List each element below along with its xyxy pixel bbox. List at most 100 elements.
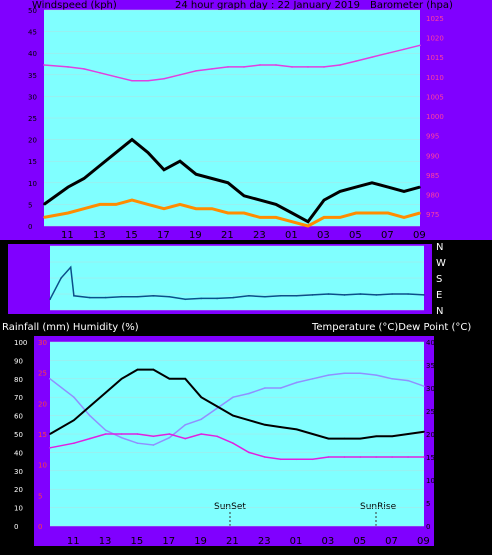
series-point <box>359 456 362 458</box>
y-tick-wind: 30 <box>28 93 37 101</box>
series-point <box>375 435 378 438</box>
series-point <box>184 437 187 440</box>
series-point <box>359 293 362 295</box>
series-point <box>391 456 393 458</box>
series-point <box>339 64 341 66</box>
x-tick-label: 01 <box>290 536 303 547</box>
y-tick-temp: 40 <box>426 339 435 347</box>
series-point <box>279 458 282 461</box>
series-point <box>136 442 139 445</box>
x-tick-label: 05 <box>353 536 366 547</box>
series-point <box>275 216 277 219</box>
series-point <box>83 207 85 210</box>
x-tick-label: 13 <box>99 536 112 547</box>
x-tick-label: 15 <box>131 536 144 547</box>
y-tick-humidity: 80 <box>14 376 23 384</box>
x-tick-label: 07 <box>385 536 398 547</box>
series-point <box>323 216 325 219</box>
y-tick-humidity: 70 <box>14 394 23 402</box>
header-title: 24 hour graph day : 22 January 2019 <box>175 0 360 11</box>
y-tick-humidity: 90 <box>14 357 23 365</box>
series-point <box>291 220 293 223</box>
series-line <box>49 265 425 301</box>
series-point <box>232 442 234 445</box>
label-rain-humidity: Rainfall (mm) Humidity (%) <box>2 322 139 333</box>
series-point <box>184 424 187 426</box>
y-tick-wind: 5 <box>28 201 32 209</box>
y-tick-wind: 15 <box>28 158 37 166</box>
series-point <box>391 435 393 438</box>
y-tick-temp: 25 <box>426 408 435 416</box>
series-point <box>279 426 282 428</box>
x-tick-label: 21 <box>221 230 234 241</box>
series-point <box>67 212 69 214</box>
series-point <box>60 277 62 279</box>
x-tick-label: 15 <box>125 230 138 241</box>
series-point <box>195 207 197 210</box>
series-point <box>279 294 282 297</box>
series-point <box>216 407 218 410</box>
series-point <box>423 430 425 433</box>
series-point <box>163 207 165 210</box>
series-point <box>43 64 45 66</box>
series-point <box>136 433 139 435</box>
y-tick-temp: 15 <box>426 454 435 462</box>
series-point <box>147 151 149 154</box>
series-point <box>163 169 165 171</box>
x-tick-label: 09 <box>413 230 426 241</box>
series-point <box>200 297 202 300</box>
series-point <box>147 203 149 206</box>
series-point <box>120 378 123 380</box>
series-point <box>407 379 409 382</box>
series-point <box>120 295 123 298</box>
series-point <box>407 456 409 458</box>
series-point <box>375 374 378 376</box>
y-tick-wind: 50 <box>28 7 37 15</box>
series-point <box>371 56 373 58</box>
sunrise-label: SunRise <box>360 502 397 512</box>
x-tick-label: 03 <box>317 230 330 241</box>
series-point <box>152 444 155 446</box>
series-point <box>104 296 107 299</box>
x-tick-label: 21 <box>226 536 239 547</box>
series-point <box>355 60 357 62</box>
series-point <box>73 294 75 297</box>
y-tick-temp: 30 <box>426 385 435 393</box>
y-tick-baro: 1015 <box>426 54 444 62</box>
series-point <box>131 79 133 82</box>
direction-tick: S <box>436 274 442 285</box>
series-point <box>275 203 277 206</box>
y-tick-wind: 0 <box>28 223 32 231</box>
x-tick-label: 17 <box>157 230 170 241</box>
series-point <box>73 442 75 445</box>
direction-tick: N <box>436 242 443 253</box>
y-tick-baro: 990 <box>426 152 439 160</box>
series-line <box>43 137 421 224</box>
series-point <box>248 451 250 454</box>
series-point <box>227 66 229 68</box>
series-point <box>248 294 250 297</box>
series-point <box>104 433 107 435</box>
series-point <box>339 190 341 193</box>
series-point <box>179 74 181 76</box>
series-point <box>88 414 91 417</box>
series-point <box>343 437 346 440</box>
series-point <box>359 372 362 375</box>
y-tick-rain: 15 <box>38 431 47 439</box>
x-tick-label: 01 <box>285 230 298 241</box>
series-point <box>264 424 266 426</box>
x-tick-label: 05 <box>349 230 362 241</box>
series-point <box>195 70 197 72</box>
series-point <box>407 293 409 295</box>
direction-tick: W <box>436 258 446 269</box>
series-point <box>200 418 202 421</box>
temp-panel-right-black <box>434 336 492 546</box>
series-point <box>227 182 229 184</box>
direction-tick: N <box>436 306 443 317</box>
series-point <box>391 378 393 380</box>
y-tick-baro: 1010 <box>426 74 444 82</box>
series-point <box>200 433 202 435</box>
series-point <box>131 199 133 201</box>
y-tick-wind: 25 <box>28 115 37 123</box>
